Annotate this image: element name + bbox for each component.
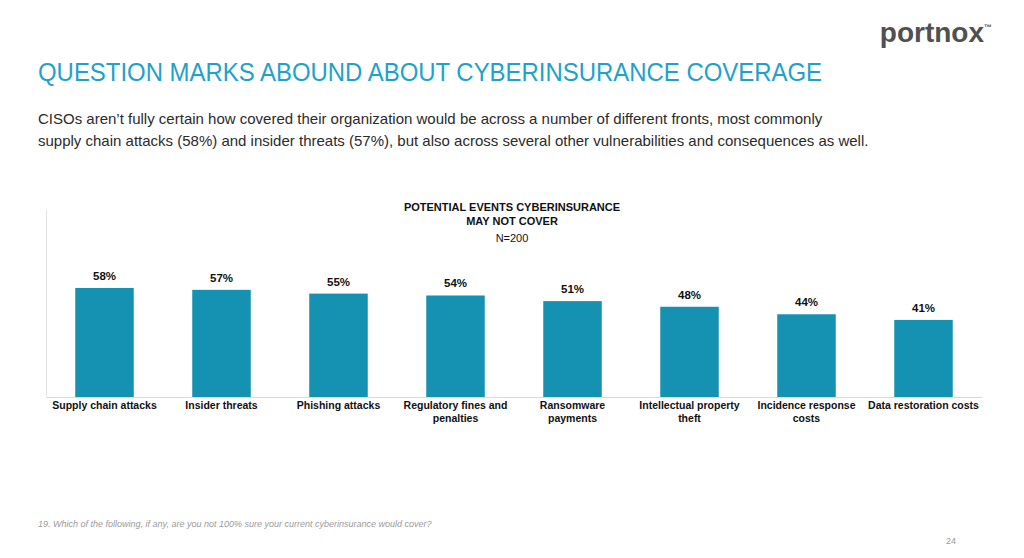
logo: portnox™ xyxy=(880,17,992,48)
x-tick: Ransomwarepayments xyxy=(540,397,606,424)
bar xyxy=(660,307,719,397)
x-tick-label: Regulatory fines andpenalties xyxy=(404,399,508,424)
x-tick: Insider threats xyxy=(185,397,258,411)
bar xyxy=(426,295,485,397)
text-line: Data restoration costs xyxy=(868,399,979,411)
text-line: MAY NOT COVER xyxy=(466,215,558,227)
text-line: Regulatory fines and xyxy=(404,399,508,411)
text-line: Incidence response xyxy=(757,399,855,411)
text-line: Phishing attacks xyxy=(297,399,381,411)
text-line: Insider threats xyxy=(185,399,258,411)
y-axis xyxy=(46,210,47,398)
data-label: 55% xyxy=(327,276,350,288)
x-tick-label: Phishing attacks xyxy=(297,399,381,411)
bar xyxy=(543,301,602,397)
x-axis: Supply chain attacks Insider threats Phish… xyxy=(47,397,983,424)
slide: QUESTION MARKS ABOUND ABOUT CYBERINSURAN… xyxy=(0,0,1024,558)
data-label: 41% xyxy=(912,302,935,314)
x-axis-line xyxy=(47,397,983,398)
bar xyxy=(894,320,953,397)
data-label: 57% xyxy=(210,272,233,284)
x-tick: Regulatory fines andpenalties xyxy=(404,397,508,424)
y-axis-line xyxy=(46,210,47,398)
chart-title: POTENTIAL EVENTS CYBERINSURANCE MAY NOT C… xyxy=(404,201,620,227)
text-line: penalties xyxy=(433,412,479,424)
text-line: Ransomware xyxy=(540,399,606,411)
x-tick: Incidence responsecosts xyxy=(757,397,855,424)
data-label: 48% xyxy=(678,289,701,301)
data-label: 54% xyxy=(444,277,467,289)
footnote: 19. Which of the following, if any, are … xyxy=(38,519,432,529)
slide-canvas: QUESTION MARKS ABOUND ABOUT CYBERINSURAN… xyxy=(0,0,1024,558)
data-label: 44% xyxy=(795,296,818,308)
logo-text: portnox xyxy=(880,17,985,48)
x-tick-label: Ransomwarepayments xyxy=(540,399,606,424)
x-tick-label: Intellectual propertytheft xyxy=(639,399,740,424)
slide-description: supply chain attacks (58%) and insider t… xyxy=(38,132,868,149)
slide-description: CISOs aren’t fully certain how covered t… xyxy=(38,110,823,127)
text-line: Intellectual property xyxy=(639,399,740,411)
bar xyxy=(75,288,134,397)
text-line: theft xyxy=(678,412,701,424)
text-line: costs xyxy=(793,412,821,424)
x-tick-label: Supply chain attacks xyxy=(52,399,157,411)
page-number: 24 xyxy=(946,536,956,546)
data-labels: 58% 57% 55% 54% 51% 48% 44% 41% xyxy=(93,270,935,314)
bar xyxy=(309,294,368,397)
text-line: payments xyxy=(548,412,597,424)
slide-title: QUESTION MARKS ABOUND ABOUT CYBERINSURAN… xyxy=(38,58,822,86)
logo-trademark: ™ xyxy=(984,23,992,32)
x-tick: Data restoration costs xyxy=(868,397,979,411)
bar xyxy=(192,290,251,397)
x-tick-label: Data restoration costs xyxy=(868,399,979,411)
text-line: POTENTIAL EVENTS CYBERINSURANCE xyxy=(404,201,620,213)
bar xyxy=(777,314,836,397)
x-tick-label: Insider threats xyxy=(185,399,258,411)
data-label: 51% xyxy=(561,283,584,295)
x-tick: Phishing attacks xyxy=(297,397,381,411)
x-tick-label: Incidence responsecosts xyxy=(757,399,855,424)
text-line: Supply chain attacks xyxy=(52,399,157,411)
x-tick: Supply chain attacks xyxy=(52,397,157,411)
bars xyxy=(75,288,953,397)
data-label: 58% xyxy=(93,270,116,282)
x-tick: Intellectual propertytheft xyxy=(639,397,740,424)
chart-subtitle: N=200 xyxy=(496,232,529,244)
